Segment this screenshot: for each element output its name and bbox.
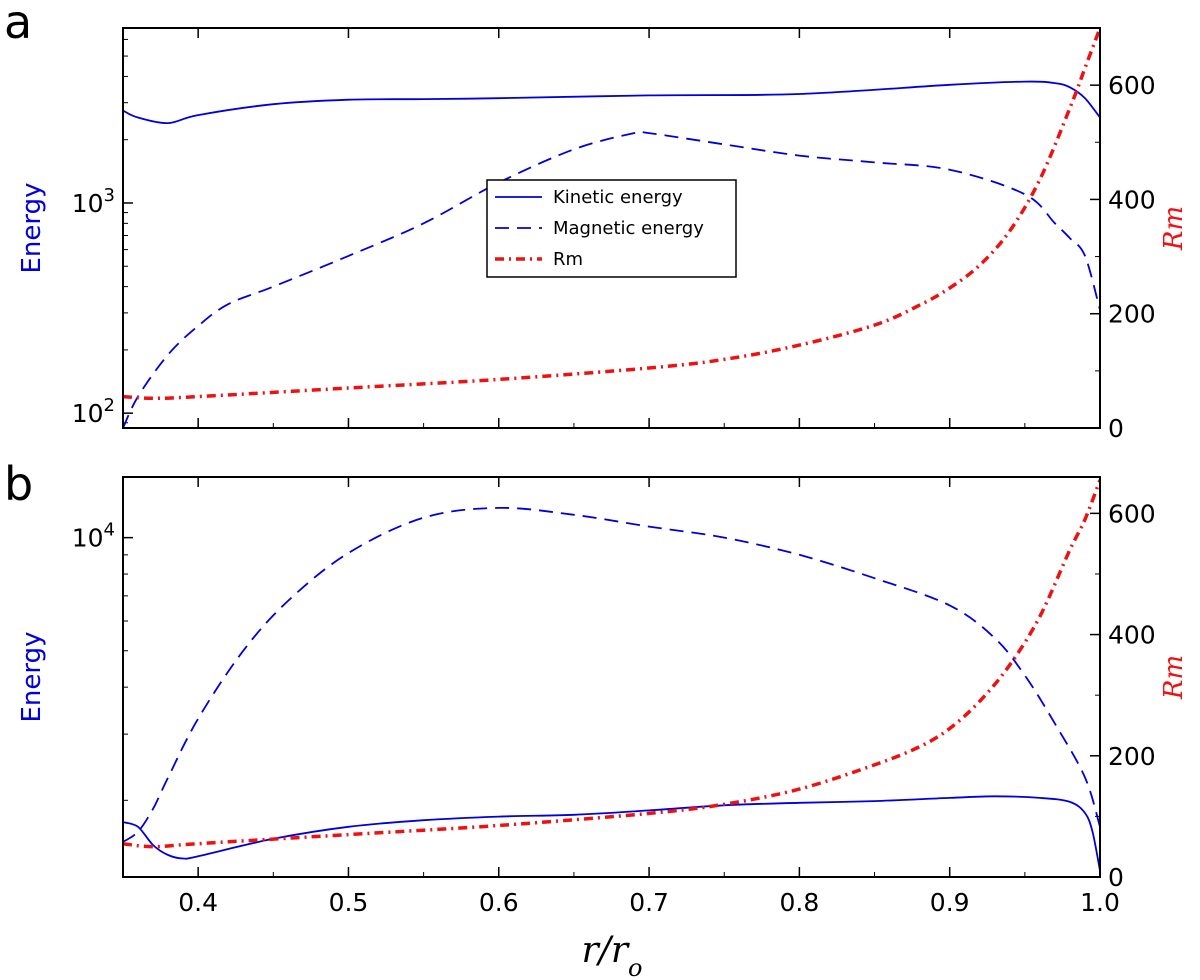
panel-letter: a (4, 0, 32, 49)
x-tick-label: 0.6 (479, 888, 519, 917)
y-right-tick-label: 600 (1108, 71, 1156, 100)
y-right-tick-label: 200 (1108, 742, 1156, 771)
y-right-tick-label: 0 (1108, 414, 1124, 443)
y-right-tick-label: 200 (1108, 300, 1156, 329)
series-line-kinetic-energy (123, 80, 1100, 125)
plot-frame (122, 27, 1101, 429)
y-right-axis-label: Rm (1159, 206, 1189, 251)
y-left-axis-label: Energy (17, 631, 47, 722)
x-tick-label: 1.0 (1080, 888, 1120, 917)
x-tick-label: 0.5 (329, 888, 369, 917)
series-line-kinetic-energy (123, 795, 1100, 871)
legend-label: Magnetic energy (553, 218, 704, 239)
y-left-axis-label: Energy (17, 182, 47, 273)
legend-label: Kinetic energy (553, 187, 683, 208)
series-line-rm (123, 28, 1100, 401)
panel-b: b 0.4 0.5 0.6 0.7 0.8 0.9 1.0 104 0 200 400 600 Energ… (4, 457, 1189, 917)
y-left-tick-label: 104 (72, 520, 115, 553)
legend-label: Rm (553, 249, 583, 270)
plot-frame (122, 476, 1101, 878)
x-tick-label: 0.4 (178, 888, 218, 917)
y-right-tick-label: 0 (1108, 863, 1124, 892)
series-line-magnetic-energy (123, 130, 1100, 428)
y-right-tick-label: 400 (1108, 621, 1156, 650)
panel-letter: b (4, 457, 33, 511)
panel-a: a 102 103 0 200 400 600 Energy Rm Kinetic energy M… (4, 0, 1189, 443)
y-right-axis-label: Rm (1159, 655, 1189, 700)
series-line-rm (123, 479, 1100, 849)
x-tick-label: 0.8 (780, 888, 820, 917)
x-tick-label: 0.9 (930, 888, 970, 917)
x-tick-label: 0.7 (629, 888, 669, 917)
y-right-tick-label: 600 (1108, 499, 1156, 528)
x-axis-label: r/ro (582, 930, 643, 980)
y-right-tick-label: 400 (1108, 185, 1156, 214)
y-left-tick-label: 102 (72, 395, 115, 428)
y-left-tick-label: 103 (72, 185, 115, 218)
series-line-magnetic-energy (123, 506, 1100, 843)
